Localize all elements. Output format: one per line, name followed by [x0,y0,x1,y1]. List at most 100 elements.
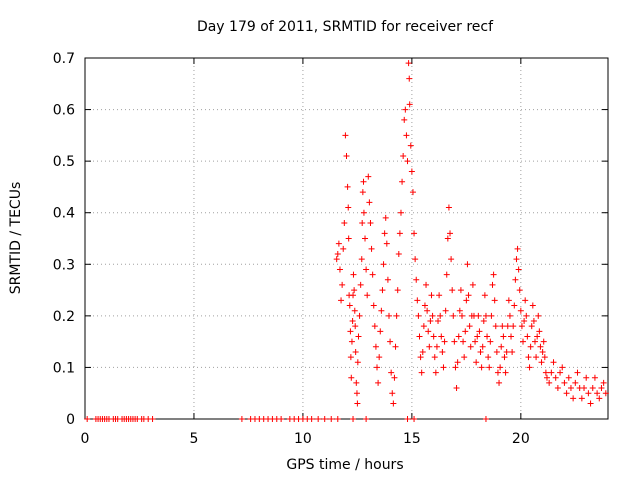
y-axis: 0 0.1 0.2 0.3 0.4 0.5 0.6 0.7 [53,51,608,428]
data-point-plus [435,318,442,325]
data-point-plus [363,416,370,422]
data-point-plus [385,312,392,319]
data-point-plus [534,333,541,340]
data-point-plus [407,142,414,149]
data-point-plus [526,364,533,371]
data-point-plus [567,385,574,392]
data-point-plus [450,312,457,319]
data-point-plus [339,281,346,288]
data-point-plus [354,400,361,407]
data-point-plus [474,333,481,340]
data-point-plus [516,287,523,294]
y-tick-label: 0.4 [53,206,75,222]
data-point-plus [321,416,328,422]
data-points [84,60,609,422]
data-point-plus [363,266,370,273]
data-point-plus [445,204,452,211]
data-point-plus [397,209,404,216]
data-point-plus [390,400,397,407]
data-point-plus [374,364,381,371]
data-point-plus [350,416,357,422]
data-point-plus [456,307,463,314]
data-point-plus [457,287,464,294]
data-point-plus [496,379,503,386]
data-point-plus [464,261,471,268]
data-point-plus [381,230,388,237]
data-point-plus [540,338,547,345]
data-point-plus [489,281,496,288]
data-point-plus [490,271,497,278]
data-point-plus [518,323,525,330]
data-point-plus [370,302,377,309]
data-point-plus [238,416,245,422]
data-point-plus [349,318,356,325]
data-point-plus [416,333,423,340]
data-point-plus [477,348,484,355]
data-point-plus [354,359,361,366]
data-point-plus [278,416,285,422]
data-point-plus [334,416,341,422]
data-point-plus [360,209,367,216]
data-point-plus [462,328,469,335]
data-point-plus [377,328,384,335]
data-point-plus [465,292,472,299]
data-point-plus [411,230,418,237]
data-point-plus [480,318,487,325]
data-point-plus [351,307,358,314]
data-point-plus [359,220,366,227]
data-point-plus [443,271,450,278]
data-point-plus [500,333,507,340]
data-point-plus [585,390,592,397]
data-point-plus [356,312,363,319]
data-point-plus [431,354,438,361]
data-point-plus [415,312,422,319]
data-point-plus [550,359,557,366]
grid-lines [85,58,608,419]
data-point-plus [343,152,350,159]
data-point-plus [520,338,527,345]
x-tick-label: 5 [189,431,198,447]
data-point-plus [353,390,360,397]
data-point-plus [475,312,482,319]
data-point-plus [401,116,408,123]
data-point-plus [430,333,437,340]
data-point-plus [389,390,396,397]
data-point-plus [406,75,413,82]
data-point-plus [440,364,447,371]
data-point-plus [478,364,485,371]
data-point-plus [333,256,340,263]
data-point-plus [458,312,465,319]
data-point-plus [591,374,598,381]
data-point-plus [380,261,387,268]
x-tick-label: 15 [403,431,421,447]
data-point-plus [406,101,413,108]
data-point-plus [404,416,411,422]
data-point-plus [336,266,343,273]
data-point-plus [542,369,549,376]
data-point-plus [428,292,435,299]
data-point-plus [509,348,516,355]
data-point-plus [448,256,455,263]
data-point-plus [508,333,515,340]
data-point-plus [454,359,461,366]
chart-title: Day 179 of 2011, SRMTID for receiver rec… [197,19,494,35]
data-point-plus [559,364,566,371]
data-point-plus [548,369,555,376]
data-point-plus [563,390,570,397]
y-tick-label: 0.7 [53,51,75,67]
data-point-plus [482,416,489,422]
data-point-plus [578,395,585,402]
data-point-plus [425,328,432,335]
x-axis-label: GPS time / hours [286,457,403,473]
data-point-plus [528,323,535,330]
data-point-plus [420,323,427,330]
y-tick-label: 0.5 [53,154,75,170]
data-point-plus [345,204,352,211]
data-point-plus [466,323,473,330]
y-axis-label: SRMTID / TECUs [8,182,24,295]
data-point-plus [600,379,607,386]
data-point-plus [453,385,460,392]
data-point-plus [506,312,513,319]
data-point-plus [441,338,448,345]
